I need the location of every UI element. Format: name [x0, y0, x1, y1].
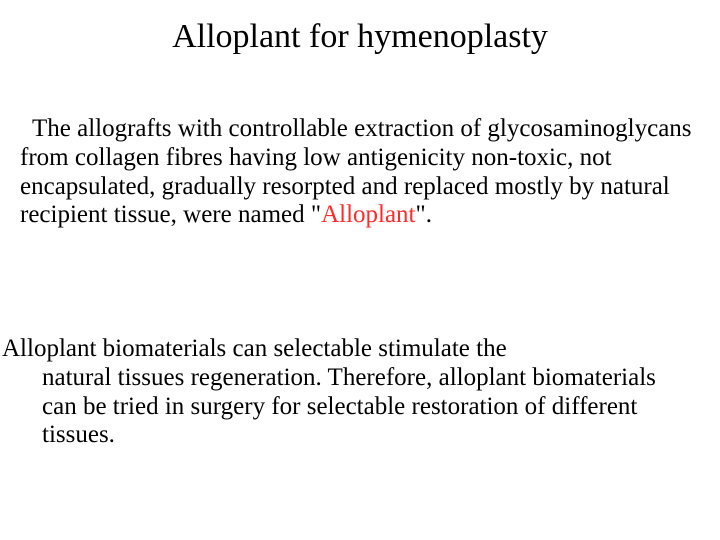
- p2-body: natural tissues regeneration. Therefore,…: [2, 364, 692, 450]
- paragraph-1: The allografts with controllable extract…: [20, 115, 700, 230]
- slide-title: Alloplant for hymenoplasty: [0, 18, 720, 56]
- paragraph-2: Alloplant biomaterials can selectable st…: [2, 335, 692, 450]
- slide: Alloplant for hymenoplasty The allograft…: [0, 0, 720, 540]
- p1-text-after: ".: [416, 201, 432, 228]
- p1-accent-word: Alloplant: [321, 201, 415, 228]
- p2-first-line: Alloplant biomaterials can selectable st…: [2, 335, 507, 362]
